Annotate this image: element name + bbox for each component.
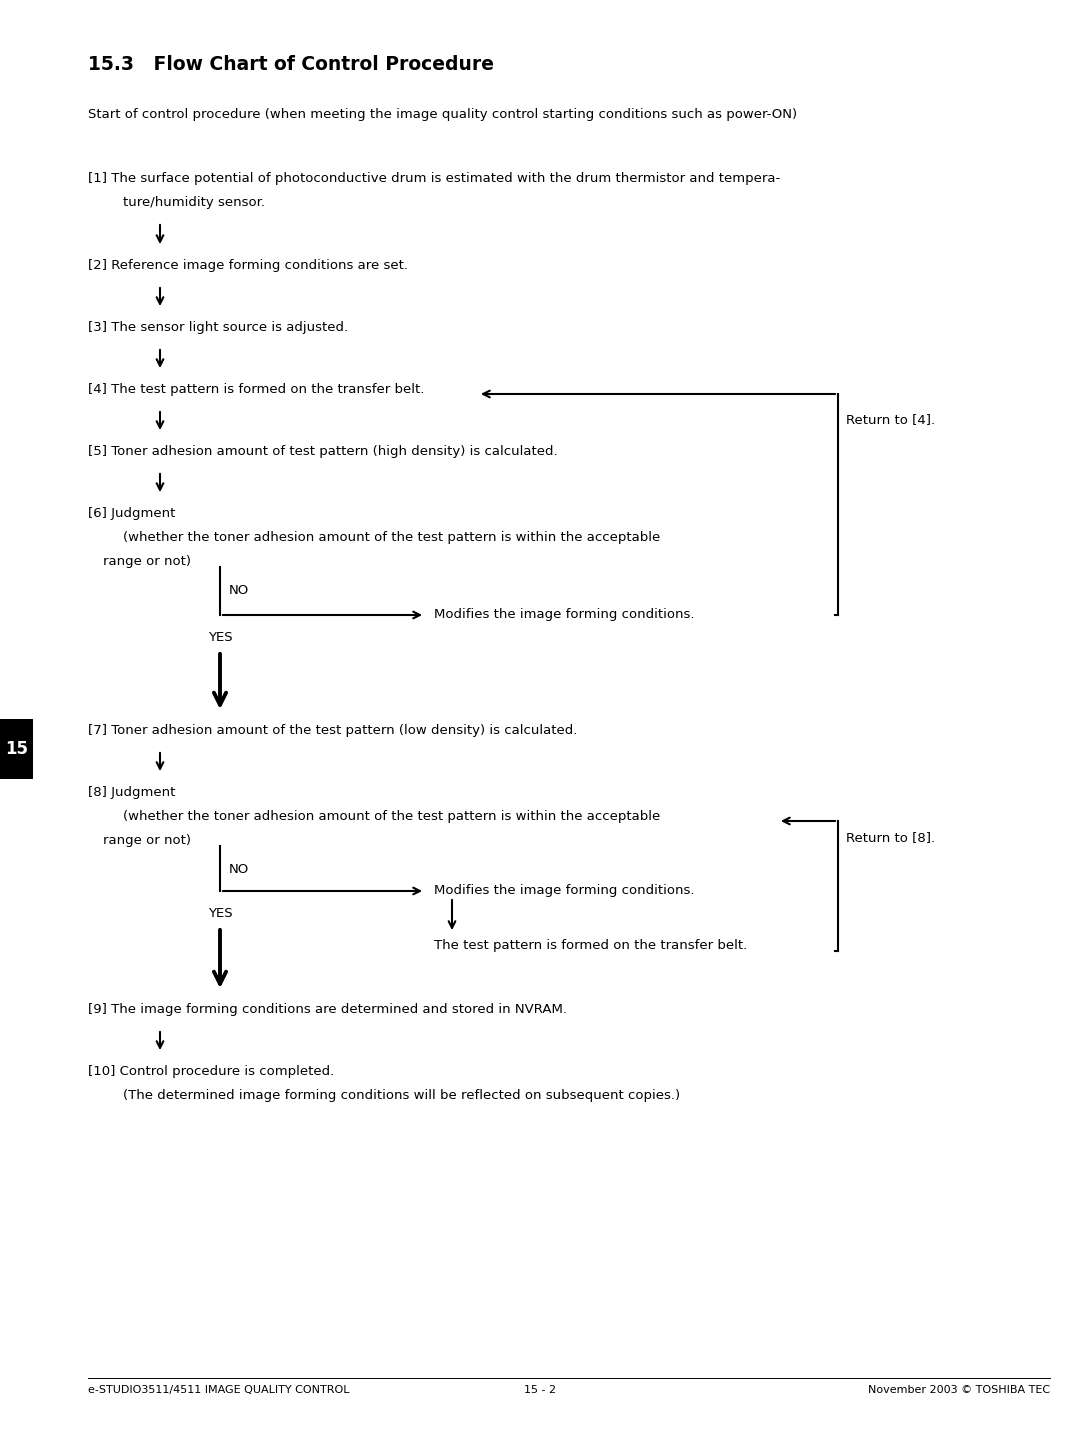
Text: 15 - 2: 15 - 2	[524, 1385, 556, 1395]
Text: [7] Toner adhesion amount of the test pattern (low density) is calculated.: [7] Toner adhesion amount of the test pa…	[87, 723, 578, 736]
Text: NO: NO	[229, 863, 249, 876]
Text: NO: NO	[229, 584, 249, 597]
Text: [2] Reference image forming conditions are set.: [2] Reference image forming conditions a…	[87, 259, 408, 272]
Text: (whether the toner adhesion amount of the test pattern is within the acceptable: (whether the toner adhesion amount of th…	[123, 810, 660, 823]
Text: The test pattern is formed on the transfer belt.: The test pattern is formed on the transf…	[434, 940, 747, 953]
Text: 15: 15	[5, 741, 28, 758]
Text: YES: YES	[208, 906, 232, 919]
Text: Start of control procedure (when meeting the image quality control starting cond: Start of control procedure (when meeting…	[87, 108, 797, 121]
Text: 15.3   Flow Chart of Control Procedure: 15.3 Flow Chart of Control Procedure	[87, 55, 494, 73]
Text: November 2003 © TOSHIBA TEC: November 2003 © TOSHIBA TEC	[868, 1385, 1050, 1395]
Text: YES: YES	[208, 631, 232, 644]
Text: Modifies the image forming conditions.: Modifies the image forming conditions.	[434, 608, 694, 621]
Text: [8] Judgment: [8] Judgment	[87, 785, 175, 798]
Text: (whether the toner adhesion amount of the test pattern is within the acceptable: (whether the toner adhesion amount of th…	[123, 530, 660, 545]
Text: [1] The surface potential of photoconductive drum is estimated with the drum the: [1] The surface potential of photoconduc…	[87, 171, 780, 184]
Text: e-STUDIO3511/4511 IMAGE QUALITY CONTROL: e-STUDIO3511/4511 IMAGE QUALITY CONTROL	[87, 1385, 350, 1395]
Text: [5] Toner adhesion amount of test pattern (high density) is calculated.: [5] Toner adhesion amount of test patter…	[87, 445, 557, 458]
Text: Return to [8].: Return to [8].	[846, 831, 935, 844]
Text: [6] Judgment: [6] Judgment	[87, 507, 175, 520]
Text: Return to [4].: Return to [4].	[846, 414, 935, 427]
Text: Modifies the image forming conditions.: Modifies the image forming conditions.	[434, 883, 694, 896]
Text: [3] The sensor light source is adjusted.: [3] The sensor light source is adjusted.	[87, 321, 348, 334]
Text: (The determined image forming conditions will be reflected on subsequent copies.: (The determined image forming conditions…	[123, 1089, 680, 1102]
Text: [9] The image forming conditions are determined and stored in NVRAM.: [9] The image forming conditions are det…	[87, 1003, 567, 1016]
Text: range or not): range or not)	[103, 834, 191, 847]
Text: [10] Control procedure is completed.: [10] Control procedure is completed.	[87, 1065, 334, 1078]
Text: [4] The test pattern is formed on the transfer belt.: [4] The test pattern is formed on the tr…	[87, 383, 424, 396]
Bar	[0, 719, 33, 780]
Text: range or not): range or not)	[103, 555, 191, 568]
Text: ture/humidity sensor.: ture/humidity sensor.	[123, 196, 265, 209]
